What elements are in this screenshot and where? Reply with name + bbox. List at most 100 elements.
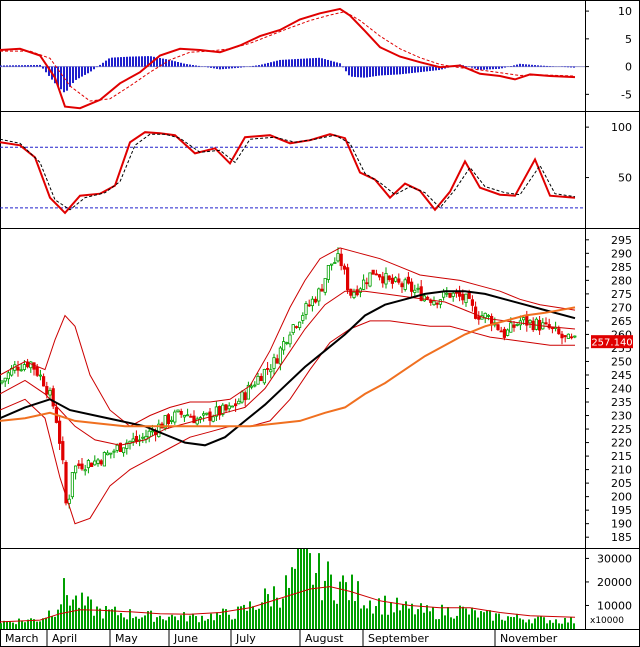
- candle-body: [560, 333, 564, 339]
- candle-body: [445, 292, 449, 295]
- signal-line: [0, 11, 576, 102]
- candle-body: [333, 262, 337, 264]
- candle-body: [288, 334, 292, 345]
- y-tick-label: 230: [611, 410, 632, 423]
- x-tick-label: August: [305, 632, 344, 645]
- candle-body: [297, 321, 302, 328]
- candle-body: [307, 304, 311, 307]
- candle-body: [64, 462, 68, 504]
- y-tick-label: 250: [611, 355, 632, 368]
- candle-body: [157, 423, 161, 437]
- x-tick-label: May: [115, 632, 138, 645]
- candle-body: [416, 287, 420, 290]
- candle-body: [371, 269, 375, 275]
- y-tick-label: 5: [625, 33, 632, 46]
- candle-body: [281, 341, 286, 351]
- candle-body: [147, 430, 151, 438]
- candle-body: [6, 372, 10, 380]
- candle-body: [179, 410, 183, 415]
- x-tick-label: June: [173, 632, 198, 645]
- candle-body: [496, 324, 500, 331]
- candle-body: [368, 272, 372, 287]
- candle-body: [323, 278, 327, 293]
- candle-body: [390, 277, 395, 284]
- candle-body: [534, 318, 539, 330]
- candle-body: [58, 420, 62, 444]
- candle-body: [259, 376, 263, 382]
- candle-body: [448, 292, 452, 298]
- candle-body: [563, 335, 567, 338]
- candle-body: [90, 462, 94, 467]
- y-tick-label: 270: [611, 301, 632, 314]
- x-tick-label: September: [368, 632, 429, 645]
- candle-body: [285, 342, 289, 344]
- price-panel: 2952902852802752702652602552502452402352…: [0, 234, 633, 544]
- candle-body: [304, 303, 308, 315]
- candle-body: [45, 386, 49, 395]
- sma-orange: [0, 306, 576, 428]
- candle-body: [80, 463, 84, 470]
- candle-body: [211, 416, 215, 422]
- candle-body: [115, 444, 119, 451]
- candle-body: [217, 406, 222, 416]
- y-tick-label: 195: [611, 504, 632, 517]
- candle-body: [240, 391, 244, 403]
- bollinger-middle: [0, 290, 576, 446]
- candle-body: [269, 369, 273, 373]
- candle-body: [528, 319, 532, 324]
- candle-body: [265, 368, 270, 370]
- candle-body: [397, 278, 401, 283]
- candle-body: [557, 328, 561, 335]
- x-tick-label: April: [52, 632, 77, 645]
- y-tick-label: 295: [611, 234, 632, 247]
- y-tick-label: 10: [618, 5, 632, 18]
- candle-body: [125, 442, 129, 449]
- y-tick-label: 190: [611, 518, 632, 531]
- candle-body: [141, 436, 145, 439]
- candle-body: [122, 447, 126, 454]
- candle-body: [214, 406, 218, 417]
- candle-body: [531, 320, 535, 331]
- candle-body: [272, 357, 276, 369]
- candle-body: [96, 459, 100, 464]
- candle-body: [243, 392, 247, 401]
- candle-body: [227, 405, 231, 410]
- k-line: [0, 131, 576, 215]
- candle-body: [413, 289, 417, 293]
- candle-body: [106, 452, 110, 456]
- candle-body: [352, 291, 356, 298]
- macd-line: [0, 7, 576, 110]
- candle-body: [566, 333, 571, 339]
- candle-body: [134, 435, 138, 442]
- candle-body: [230, 405, 234, 408]
- candle-body: [22, 364, 27, 370]
- candle-body: [464, 293, 468, 303]
- candle-body: [345, 267, 350, 291]
- candle-body: [451, 292, 455, 297]
- candle-body: [310, 298, 315, 307]
- candle-body: [499, 330, 503, 333]
- candle-body: [38, 374, 43, 377]
- y-tick-label: 100: [611, 121, 632, 134]
- candle-body: [336, 253, 340, 262]
- y-tick-label: 285: [611, 261, 632, 274]
- candle-body: [176, 409, 180, 413]
- candle-body: [294, 326, 299, 328]
- x-tick-label: July: [235, 632, 256, 645]
- y-tick-label: 225: [611, 423, 632, 436]
- candle-body: [477, 316, 481, 320]
- y-tick-label: 20000: [597, 576, 632, 589]
- volume-unit-label: x10000: [590, 616, 624, 626]
- candle-body: [393, 277, 398, 282]
- candle-body: [74, 465, 78, 474]
- candle-body: [544, 322, 548, 325]
- candle-body: [374, 273, 379, 276]
- candle-body: [246, 384, 250, 400]
- candle-body: [349, 288, 353, 296]
- candle-body: [99, 460, 103, 465]
- last-price-box: [591, 335, 633, 349]
- macd-panel: 10 5 0 -5: [0, 5, 632, 110]
- sma-black: [0, 290, 576, 447]
- candle-body: [237, 400, 241, 405]
- candle-body: [42, 376, 46, 387]
